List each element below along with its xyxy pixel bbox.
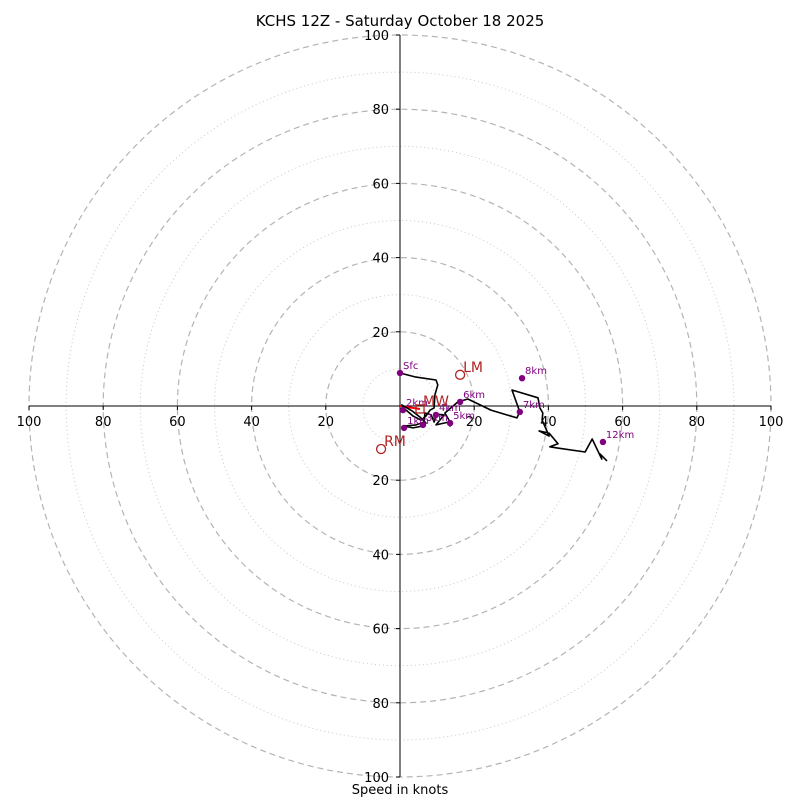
x-tick-label: 100 [759, 415, 784, 430]
height-marker-label: 1km [407, 416, 429, 427]
height-marker [400, 424, 408, 432]
height-marker-label: 8km [525, 366, 547, 377]
height-marker [518, 374, 526, 382]
chart-title: KCHS 12Z - Saturday October 18 2025 [255, 12, 545, 30]
storm-motion-marker [375, 443, 387, 455]
y-tick-label: 80 [372, 103, 389, 118]
y-tick-label: 100 [364, 771, 389, 786]
x-tick-label: 80 [689, 415, 706, 430]
height-marker [456, 398, 464, 406]
y-tick-label: 80 [372, 697, 389, 712]
y-tick-label: 20 [372, 474, 389, 489]
y-tick-label: 20 [372, 326, 389, 341]
storm-motion-label: LM [463, 360, 483, 376]
height-marker [432, 411, 440, 419]
height-marker-label: 4km [439, 403, 461, 414]
height-marker-label: 3km [426, 413, 448, 424]
height-marker [446, 419, 454, 427]
x-tick-label: 100 [17, 415, 42, 430]
y-tick-label: 40 [372, 548, 389, 563]
height-marker [516, 408, 524, 416]
height-marker-label: Sfc [403, 361, 418, 372]
height-marker [399, 406, 407, 414]
height-marker-label: 12km [606, 430, 634, 441]
height-marker [599, 438, 607, 446]
storm-motion-label: MW [423, 394, 449, 410]
hodograph-trace [399, 372, 608, 462]
x-tick-label: 40 [243, 415, 260, 430]
height-marker [396, 369, 404, 377]
x-axis-label: Speed in knots [351, 783, 449, 798]
mean-wind-marker [415, 404, 425, 414]
storm-motion-label: RM [384, 434, 406, 450]
height-marker-label: 6km [463, 390, 485, 401]
height-marker [419, 421, 427, 429]
x-tick-label: 80 [95, 415, 112, 430]
height-marker-label: 5km [453, 411, 475, 422]
x-tick-label: 20 [318, 415, 335, 430]
y-tick-label: 40 [372, 252, 389, 267]
x-tick-label: 60 [614, 415, 631, 430]
y-tick-label: 60 [372, 623, 389, 638]
x-tick-label: 20 [466, 415, 483, 430]
y-tick-label: 60 [372, 177, 389, 192]
height-marker-label: 2km [406, 398, 428, 409]
height-marker-label: 7km [523, 400, 545, 411]
y-tick-label: 100 [364, 29, 389, 44]
storm-motion-marker [454, 369, 466, 380]
x-tick-label: 60 [169, 415, 186, 430]
